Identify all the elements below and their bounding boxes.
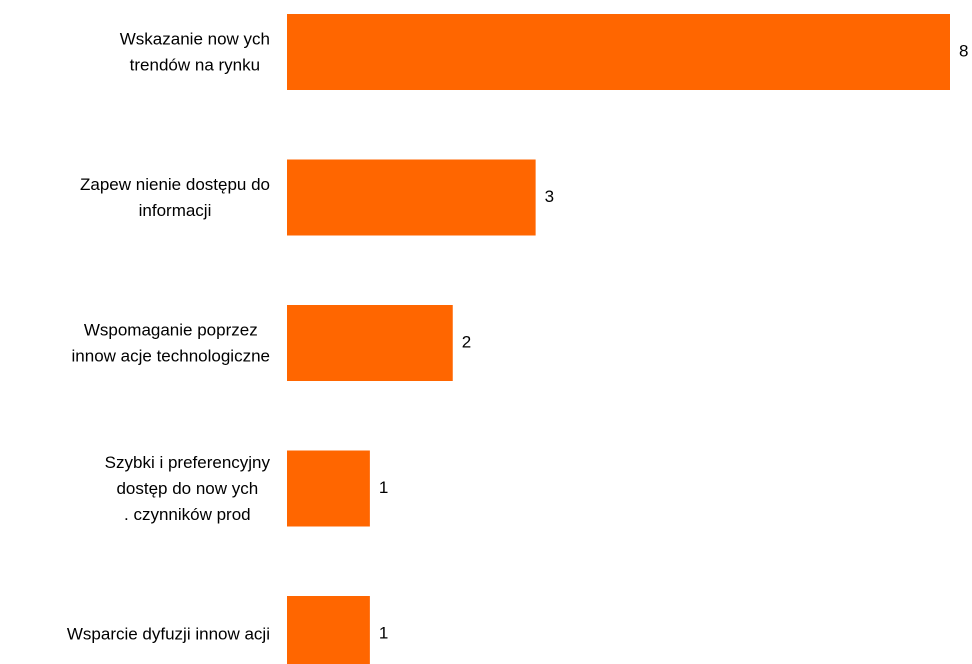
category-label-line: . czynników prod xyxy=(124,505,251,524)
category-label-line: Wsparcie dyfuzji innow acji xyxy=(67,625,270,644)
category-label-line: trendów na rynku xyxy=(130,56,260,75)
category-label-line: Wskazanie now ych xyxy=(120,30,270,49)
value-label-2: 2 xyxy=(462,332,471,351)
bar-3 xyxy=(287,450,370,527)
bar-0 xyxy=(287,14,950,90)
category-label-3: Szybki i preferencyjny dostęp do now ych.… xyxy=(105,453,271,524)
bar-1 xyxy=(287,159,536,236)
category-label-4: Wsparcie dyfuzji innow acji xyxy=(67,625,270,644)
value-label-0: 8 xyxy=(959,41,968,60)
category-label-line: Zapew nienie dostępu do xyxy=(80,175,270,194)
category-label-2: Wspomaganie poprzez innow acje technologi… xyxy=(72,321,270,366)
category-label-line: Szybki i preferencyjny xyxy=(105,453,271,472)
value-label-4: 1 xyxy=(379,623,388,642)
value-label-3: 1 xyxy=(379,478,388,497)
category-label-line: informacji xyxy=(139,201,212,220)
category-label-line: Wspomaganie poprzez xyxy=(84,321,258,340)
bar-2 xyxy=(287,305,453,381)
category-label-0: Wskazanie now ych trendów na rynku xyxy=(120,30,270,75)
category-label-1: Zapew nienie dostępu do informacji xyxy=(80,175,270,220)
category-label-line: innow acje technologiczne xyxy=(72,347,270,366)
bar-4 xyxy=(287,596,370,664)
category-label-line: dostęp do now ych xyxy=(116,479,258,498)
value-label-1: 3 xyxy=(545,187,554,206)
